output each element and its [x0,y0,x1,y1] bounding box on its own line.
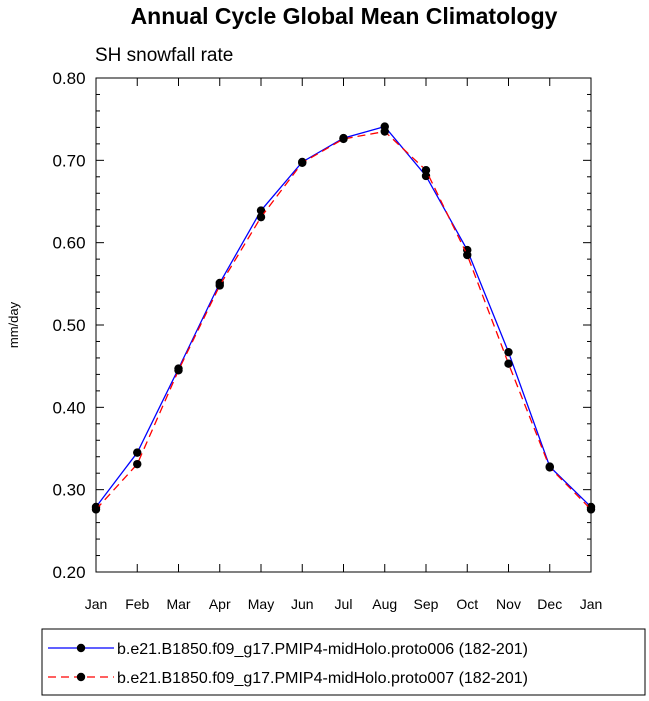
x-tick-label: May [248,596,274,612]
legend: b.e21.B1850.f09_g17.PMIP4-midHolo.proto0… [41,628,646,696]
axis-ticks: 0.20 0.30 0.40 0.50 0.60 0.70 0.80 Jan Feb Mar Apr… [52,69,602,612]
series-line [95,125,592,508]
data-point [339,134,348,144]
data-point [133,448,142,457]
data-point [504,347,513,357]
data-point [215,281,224,290]
data-point [91,505,101,514]
x-tick-label: Nov [496,596,521,612]
data-point [421,171,431,181]
x-tick-label: Jan [580,596,603,612]
data-point [545,463,554,472]
x-tick-label: Jun [291,596,314,612]
legend-label: b.e21.B1850.f09_g17.PMIP4-midHolo.proto0… [117,670,528,687]
data-point [463,250,472,260]
x-tick-label: Mar [166,596,190,612]
data-point [421,166,431,175]
series-2 [91,127,596,514]
series-line [95,130,592,510]
x-tick-label: Sep [414,596,439,612]
y-tick-label: 0.80 [52,69,85,88]
legend-marker [76,672,86,682]
data-point [256,206,266,215]
y-tick-label: 0.50 [52,316,85,335]
chart-subtitle: SH snowfall rate [95,45,233,66]
chart-title: Annual Cycle Global Mean Climatology [131,3,558,29]
series-1 [91,122,596,512]
y-tick-label: 0.70 [52,151,85,170]
data-point [133,459,142,469]
x-tick-label: Feb [125,596,149,612]
data-point [380,127,389,136]
x-tick-label: Jul [335,596,353,612]
data-point [298,158,307,168]
legend-marker [76,643,86,653]
y-tick-label: 0.20 [52,563,85,582]
y-tick-label: 0.60 [52,234,85,253]
x-tick-label: Apr [209,596,231,612]
plot-frame [95,77,592,573]
y-tick-label: 0.30 [52,481,85,500]
data-point [256,212,266,222]
series-layer [91,122,596,514]
y-tick-label: 0.40 [52,398,85,417]
data-point [504,359,513,368]
x-tick-label: Oct [456,596,478,612]
x-tick-label: Dec [537,596,562,612]
data-point [174,366,183,375]
y-axis-label: mm/day [6,301,21,348]
x-tick-label: Jan [85,596,108,612]
legend-label: b.e21.B1850.f09_g17.PMIP4-midHolo.proto0… [117,641,528,658]
data-point [586,505,596,514]
x-tick-label: Aug [372,596,397,612]
legend-box [41,628,646,696]
